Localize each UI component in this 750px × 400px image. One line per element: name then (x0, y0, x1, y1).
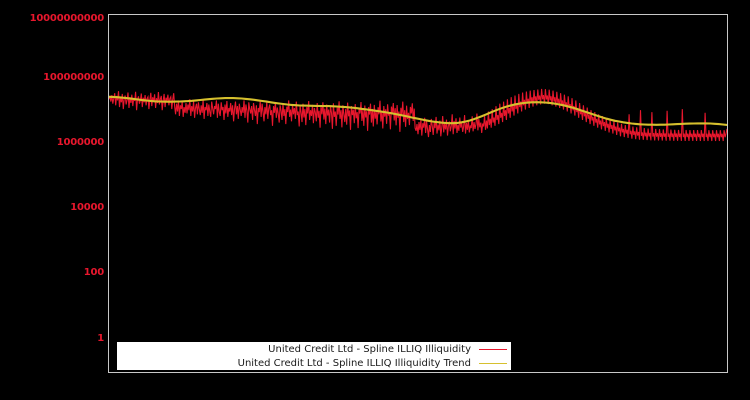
legend-entry: United Credit Ltd - Spline ILLIQ Illiqui… (117, 356, 511, 370)
legend-line-sample (479, 348, 507, 350)
y-tick-label: 1000000 (56, 137, 105, 148)
y-tick-label: 1 (97, 333, 104, 344)
y-axis: 10000000000 100000000 1000000 10000 100 … (0, 0, 105, 400)
legend-swatch-illiquidity (479, 344, 507, 355)
chart-canvas (109, 88, 727, 142)
y-tick-label: 100 (83, 267, 104, 278)
y-tick-label: 10000 (70, 202, 104, 213)
y-tick-label: 100000000 (43, 72, 104, 83)
plot-area (108, 14, 728, 373)
legend-swatch-trend (479, 358, 507, 369)
legend-label: United Credit Ltd - Spline ILLIQ Illiqui… (268, 343, 471, 355)
series-illiquidity-trend-line (109, 95, 727, 126)
legend-label: United Credit Ltd - Spline ILLIQ Illiqui… (237, 357, 471, 369)
legend-entry: United Credit Ltd - Spline ILLIQ Illiqui… (117, 342, 511, 356)
legend-line-sample (479, 362, 507, 364)
series-illiquidity-line (109, 88, 727, 142)
chart-legend: United Credit Ltd - Spline ILLIQ Illiqui… (117, 342, 511, 370)
y-tick-label: 10000000000 (29, 13, 105, 24)
